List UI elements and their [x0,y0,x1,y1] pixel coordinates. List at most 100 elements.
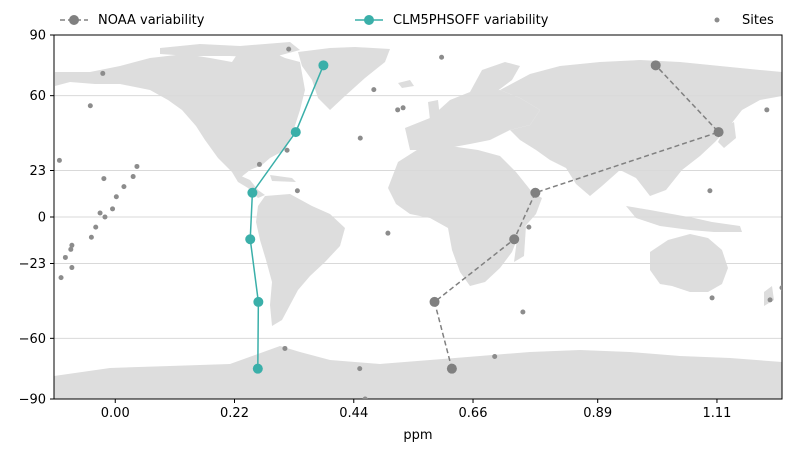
site-point-23 [357,135,363,141]
ticks-layer: 0.00 0.22 0.44 0.66 0.89 1.11 90 60 23 0 −23 −60 −90 [19,29,732,422]
x-tick-label-3: 0.66 [459,406,488,421]
site-point-32 [362,396,368,399]
series-clip-group [56,46,782,399]
site-point-11 [93,224,99,230]
land-madagascar [514,226,526,262]
legend-clm-marker [364,15,374,25]
site-point-4 [134,163,140,169]
x-tick-label-4: 0.89 [583,406,612,421]
site-point-31 [357,366,363,372]
y-tick-label-3: 0 [38,211,46,226]
site-point-29 [520,309,526,315]
y-tick-label-0: 90 [29,29,46,44]
x-tick-label-5: 1.11 [702,406,731,421]
site-point-34 [707,188,713,194]
y-tick-label-5: −60 [19,332,46,347]
land-north-america [55,50,305,178]
noaa-point-3 [530,187,541,198]
land-caribbean [270,175,296,182]
land-arctic-islands [160,42,300,58]
site-point-8 [110,206,116,212]
clm-point-5 [318,60,329,71]
site-point-21 [395,107,401,113]
site-point-1 [87,103,93,109]
legend-noaa-marker [69,15,79,25]
land-africa [388,146,542,286]
site-point-17 [58,275,64,281]
site-point-18 [286,46,292,52]
site-point-13 [69,242,75,248]
legend-clm-label: CLM5PHSOFF variability [393,13,549,28]
site-point-36 [764,107,770,113]
land-greenland [298,47,390,110]
clm-point-1 [253,296,264,307]
series-layer [56,46,782,399]
site-point-37 [767,297,773,303]
site-point-12 [88,234,94,240]
x-axis-label: ppm [403,428,432,443]
legend-sites-marker [714,17,720,23]
noaa-line [433,64,720,369]
noaa-point-5 [650,60,661,71]
x-tick-label-1: 0.22 [220,406,249,421]
site-point-5 [130,174,136,180]
clm-point-4 [290,127,301,138]
noaa-point-4 [713,127,724,138]
site-point-27 [385,230,391,236]
site-point-2 [56,157,62,163]
land-japan [718,122,736,148]
x-tick-label-2: 0.44 [339,406,368,421]
site-point-30 [282,345,288,351]
site-point-9 [97,210,103,216]
site-point-14 [68,246,74,252]
site-point-24 [256,161,262,167]
site-point-26 [294,188,300,194]
site-point-7 [113,194,119,200]
site-point-20 [371,87,377,93]
land-britain [428,100,440,120]
site-point-38 [779,285,782,291]
noaa-point-2 [509,234,520,245]
legend-item-clm: CLM5PHSOFF variability [355,13,549,28]
y-tick-label-6: −90 [19,393,46,408]
site-point-0 [100,70,106,76]
land-australia [650,234,728,292]
site-point-33 [492,354,498,360]
clm-point-0 [252,363,263,374]
y-tick-label-2: 23 [29,164,46,179]
y-tick-label-1: 60 [29,89,46,104]
legend-item-sites: Sites [714,13,774,28]
gridlines [54,95,782,339]
land-new-zealand [764,286,774,306]
legend: NOAA variability CLM5PHSOFF variability … [60,13,774,28]
land-antarctica [54,346,782,399]
site-point-15 [62,254,68,260]
site-point-6 [121,184,127,190]
land-asia [500,60,782,196]
clm-point-3 [247,187,258,198]
land-indonesia [626,206,742,232]
land-iceland [398,80,414,88]
land-europe [405,90,540,150]
site-point-25 [284,147,290,153]
clm-line [249,65,325,369]
noaa-point-1 [429,296,440,307]
y-tick-label-4: −23 [19,257,46,272]
legend-noaa-label: NOAA variability [98,13,205,28]
legend-item-noaa: NOAA variability [60,13,205,28]
site-point-3 [101,176,107,182]
world-map [54,42,782,399]
site-point-35 [709,295,715,301]
site-point-10 [102,214,108,220]
site-point-19 [439,54,445,60]
land-scandinavia [470,62,520,92]
legend-sites-label: Sites [742,13,774,28]
site-point-16 [69,265,75,271]
site-point-28 [526,224,532,230]
noaa-point-0 [446,363,457,374]
site-point-22 [400,105,406,111]
clm-point-2 [245,234,256,245]
land-south-america [256,194,345,326]
x-tick-label-0: 0.00 [101,406,130,421]
